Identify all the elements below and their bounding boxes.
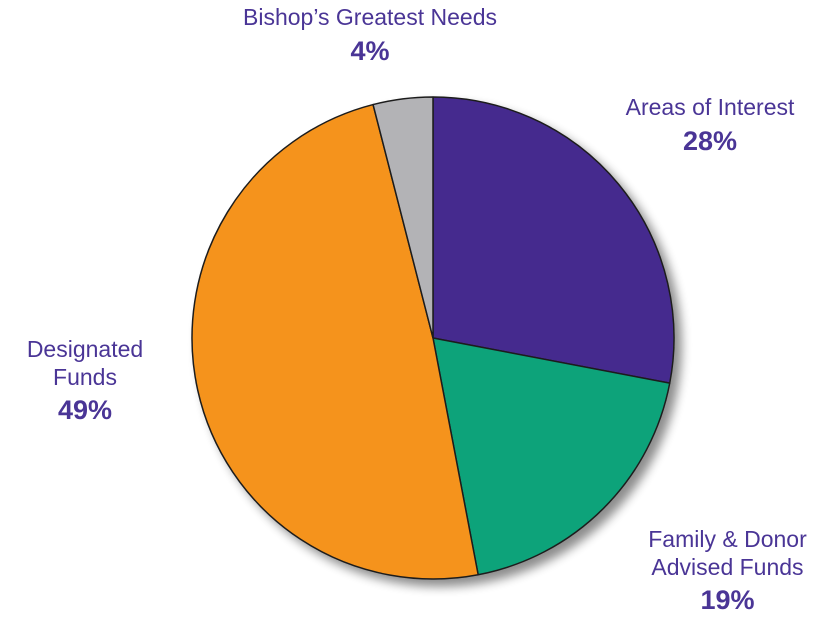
slice-label-family-donor-advised-funds: Family & Donor Advised Funds 19% — [615, 526, 835, 617]
slice-value-designated-funds: 49% — [57, 395, 113, 426]
slice-label-bishops-greatest-needs: Bishop’s Greatest Needs 4% — [190, 4, 550, 67]
slice-value-family-donor-advised-funds: 19% — [700, 585, 755, 616]
slice-value-bishops-greatest-needs: 4% — [350, 35, 390, 66]
slice-label-areas-of-interest: Areas of Interest 28% — [590, 94, 830, 157]
slice-name-family-donor-advised-funds: Family & Donor Advised Funds — [648, 526, 807, 580]
pie-slice-designated-funds — [191, 103, 479, 580]
slice-name-bishops-greatest-needs: Bishop’s Greatest Needs — [243, 4, 497, 30]
pie-slice-bishop-s-greatest-needs — [372, 96, 434, 339]
pie-slice-family-donor-advised-funds — [432, 337, 671, 576]
slice-label-designated-funds: Designated Funds 49% — [0, 336, 170, 427]
slice-name-designated-funds: Designated Funds — [26, 336, 144, 390]
slice-name-areas-of-interest: Areas of Interest — [625, 94, 795, 120]
pie — [191, 96, 675, 580]
pie-slice-areas-of-interest — [432, 96, 675, 384]
slice-value-areas-of-interest: 28% — [682, 125, 738, 156]
